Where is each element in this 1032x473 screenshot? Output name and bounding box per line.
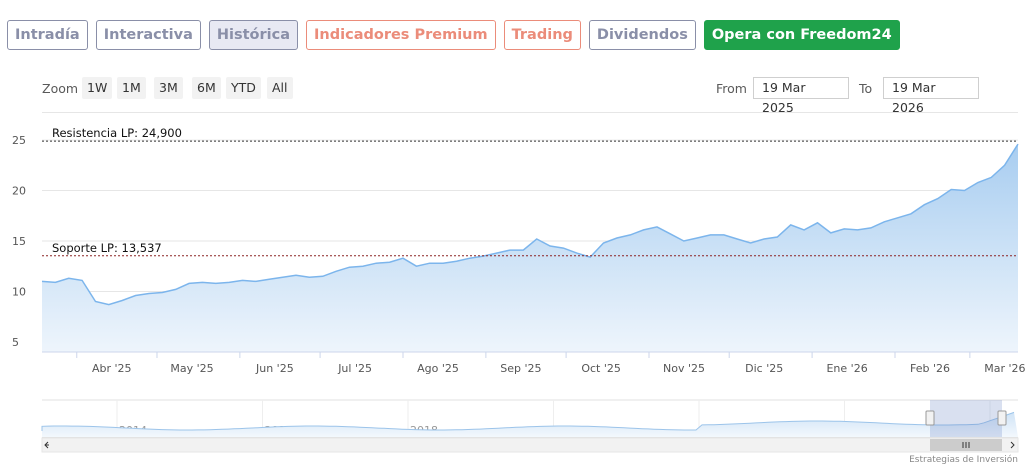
navigator-right-handle[interactable] [997,410,1007,426]
x-tick-label: Feb '26 [910,362,950,375]
series-area [42,144,1018,352]
from-date-input[interactable]: 19 Mar 2025 [753,77,849,115]
tab-opera-con-freedom24[interactable]: Opera con Freedom24 [703,20,900,50]
x-tick-label: May '25 [170,362,213,375]
tab-trading[interactable]: Trading [503,20,581,50]
navigator-area [42,412,1018,437]
to-date-input[interactable]: 19 Mar 2026 [883,77,979,115]
x-tick-label: Jun '25 [255,362,294,375]
zoom-6m-button[interactable]: 6M [192,77,221,99]
x-tick-label: Sep '25 [500,362,541,375]
zoom-1m-button[interactable]: 1M [117,77,146,99]
zoom-1w-button[interactable]: 1W [82,77,113,99]
tab-dividendos[interactable]: Dividendos [588,20,696,50]
to-label: To [859,81,873,96]
series-line [41,143,1019,306]
navigator-line [41,411,1015,431]
x-tick-label: Nov '25 [663,362,705,375]
scroll-right-arrow-icon[interactable] [1010,441,1015,449]
tab-bar: Intradía Interactiva Histórica Indicadores … [7,20,900,50]
tab-interactiva[interactable]: Interactiva [95,20,201,50]
tab-histórica[interactable]: Histórica [208,20,299,50]
y-tick-label: 20 [12,185,26,198]
y-tick-label: 10 [12,285,26,298]
x-tick-label: Dic '25 [745,362,783,375]
zoom-3m-button[interactable]: 3M [154,77,183,99]
resistance-label: Resistencia LP: 24,900 [52,126,182,140]
x-tick-label: Ago '25 [417,362,459,375]
x-tick-label: Oct '25 [581,362,621,375]
y-tick-label: 25 [12,134,26,147]
y-tick-label: 5 [12,336,19,349]
scrollbar-track [41,437,1019,453]
from-label: From [716,81,747,96]
support-label: Soporte LP: 13,537 [52,241,162,255]
navigator-left-handle[interactable] [925,410,935,426]
zoom-ytd-button[interactable]: YTD [226,77,261,99]
x-tick-label: Jul '25 [337,362,372,375]
x-tick-label: Abr '25 [92,362,132,375]
zoom-label: Zoom [42,81,79,96]
y-tick-label: 15 [12,235,26,248]
x-tick-label: Ene '26 [826,362,867,375]
tab-indicadores-premium[interactable]: Indicadores Premium [306,20,496,50]
range-toolbar: Zoom 1W 1M 3M 6M YTD All From 19 Mar 202… [42,77,1018,115]
scroll-left-arrow-icon[interactable] [44,441,49,449]
toolbar-divider [42,112,1018,113]
chart-credit: Estrategias de Inversión [909,455,1018,465]
x-tick-label: Mar '26 [984,362,1025,375]
zoom-all-button[interactable]: All [267,77,293,99]
tab-intradía[interactable]: Intradía [7,20,88,50]
navigator-selection[interactable] [930,400,1002,437]
